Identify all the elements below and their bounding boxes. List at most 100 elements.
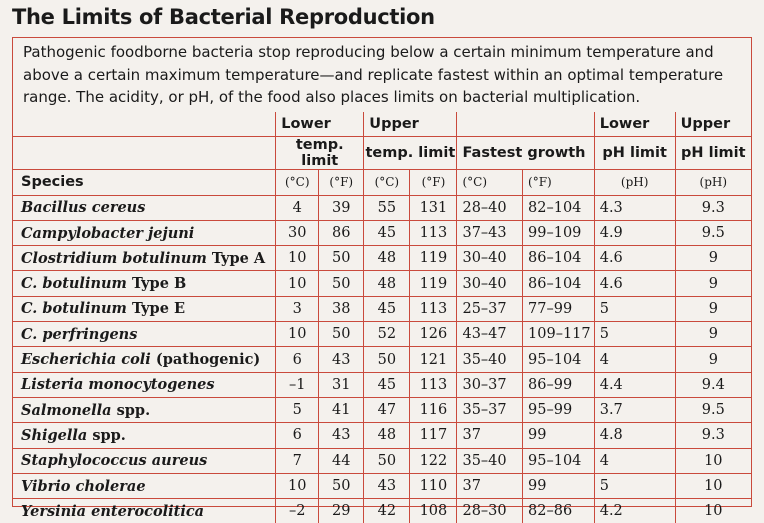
species-name: C. perfringens — [21, 325, 138, 343]
header-blank-2 — [13, 136, 277, 170]
unit-ph-lo: (pH) — [593, 169, 676, 196]
cell-up-c: 48 — [363, 270, 411, 297]
header-fastest-blank — [456, 112, 595, 137]
species-cell: Staphylococcus aureus — [13, 447, 277, 474]
cell-fast-f: 86–104 — [522, 245, 595, 272]
cell-up-f: 117 — [409, 422, 458, 449]
cell-ph-up: 9 — [674, 295, 751, 323]
species-qualifier: Type E — [126, 300, 186, 318]
page-title: The Limits of Bacterial Reproduction — [12, 5, 435, 29]
cell-ph-lo: 5 — [593, 295, 676, 323]
bacteria-table: Lower Upper Lower Upper temp. limit temp… — [13, 112, 751, 523]
cell-fast-c: 35–40 — [456, 447, 524, 474]
species-cell: C. botulinum Type B — [13, 270, 277, 297]
unit-up-f: (°F) — [409, 169, 458, 196]
cell-fast-c: 30–40 — [456, 270, 524, 297]
header-species: Species — [13, 169, 277, 196]
cell-up-c: 48 — [363, 245, 411, 272]
species-qualifier: spp. — [111, 401, 151, 419]
cell-fast-f: 82–86 — [522, 498, 595, 523]
species-name: C. botulinum — [21, 300, 127, 318]
cell-fast-f: 99 — [522, 422, 595, 449]
species-cell: Yersinia enterocolitica — [13, 498, 277, 523]
cell-ph-lo: 4.8 — [593, 422, 676, 449]
species-name: Salmonella — [21, 401, 112, 419]
cell-up-f: 119 — [409, 270, 458, 297]
cell-ph-up: 9 — [674, 321, 751, 348]
cell-up-f: 113 — [409, 295, 458, 323]
cell-lo-f: 31 — [318, 371, 365, 398]
cell-up-c: 42 — [363, 498, 411, 523]
cell-fast-f: 82–104 — [522, 194, 595, 221]
table-row: Vibrio cholerae 10 50 43 110 37 99 5 10 — [13, 472, 751, 500]
table-row: Salmonella spp. 5 41 47 116 35–37 95–99 3.7 9.5 — [13, 396, 751, 424]
cell-ph-up: 10 — [674, 472, 751, 500]
cell-lo-f: 39 — [318, 194, 365, 221]
cell-up-f: 119 — [409, 245, 458, 272]
cell-fast-f: 77–99 — [522, 295, 595, 323]
cell-fast-c: 28–30 — [456, 498, 524, 523]
header-upper-temp-2: temp. limit — [363, 136, 458, 170]
cell-fast-f: 95–104 — [522, 447, 595, 474]
cell-up-c: 50 — [363, 447, 411, 474]
header-lower-ph-2: pH limit — [593, 136, 676, 170]
species-name: Listeria monocytogenes — [21, 376, 215, 394]
header-upper-temp-1: Upper — [363, 112, 458, 137]
cell-ph-lo: 4 — [593, 346, 676, 373]
species-name: Escherichia coli — [21, 351, 151, 369]
cell-fast-f: 86–104 — [522, 270, 595, 297]
species-cell: C. perfringens — [13, 321, 277, 348]
species-name: C. botulinum — [21, 275, 127, 293]
species-name: Staphylococcus aureus — [21, 452, 208, 470]
cell-ph-up: 9.4 — [674, 371, 751, 398]
cell-up-c: 50 — [363, 346, 411, 373]
unit-lo-f: (°F) — [318, 169, 365, 196]
cell-fast-c: 37 — [456, 472, 524, 500]
species-cell: Salmonella spp. — [13, 396, 277, 424]
species-cell: Shigella spp. — [13, 422, 277, 449]
cell-fast-c: 28–40 — [456, 194, 524, 221]
species-name: Yersinia enterocolitica — [21, 502, 205, 520]
intro-paragraph: Pathogenic foodborne bacteria stop repro… — [23, 43, 724, 106]
cell-up-f: 121 — [409, 346, 458, 373]
cell-fast-c: 30–37 — [456, 371, 524, 398]
cell-fast-f: 99 — [522, 472, 595, 500]
cell-lo-c: 7 — [275, 447, 320, 474]
cell-lo-c: –2 — [275, 498, 320, 523]
table-row: Bacillus cereus 4 39 55 131 28–40 82–104 4.3 9.3 — [13, 194, 751, 221]
table-row: Shigella spp. 6 43 48 117 37 99 4.8 9.3 — [13, 422, 751, 449]
unit-up-c: (°C) — [363, 169, 411, 196]
unit-lo-c: (°C) — [275, 169, 320, 196]
cell-fast-c: 30–40 — [456, 245, 524, 272]
species-cell: Campylobacter jejuni — [13, 219, 277, 247]
cell-ph-lo: 4.4 — [593, 371, 676, 398]
cell-ph-lo: 4.6 — [593, 270, 676, 297]
species-qualifier: (pathogenic) — [150, 351, 261, 369]
cell-fast-f: 109–117 — [522, 321, 595, 348]
header-lower-temp-1: Lower — [275, 112, 365, 137]
cell-lo-f: 43 — [318, 346, 365, 373]
cell-lo-c: 30 — [275, 219, 320, 247]
species-name: Vibrio cholerae — [21, 477, 146, 495]
cell-lo-c: –1 — [275, 371, 320, 398]
cell-up-c: 45 — [363, 219, 411, 247]
cell-fast-c: 37 — [456, 422, 524, 449]
species-name: Campylobacter jejuni — [21, 224, 195, 242]
cell-up-c: 55 — [363, 194, 411, 221]
cell-fast-f: 95–99 — [522, 396, 595, 424]
cell-lo-f: 38 — [318, 295, 365, 323]
cell-up-c: 43 — [363, 472, 411, 500]
species-qualifier: spp. — [87, 426, 126, 444]
species-cell: Escherichia coli (pathogenic) — [13, 346, 277, 373]
cell-ph-up: 9.5 — [674, 396, 751, 424]
cell-lo-f: 50 — [318, 270, 365, 297]
header-upper-ph-2: pH limit — [674, 136, 751, 170]
cell-lo-c: 5 — [275, 396, 320, 424]
cell-ph-up: 10 — [674, 498, 751, 523]
cell-fast-f: 99–109 — [522, 219, 595, 247]
cell-lo-c: 10 — [275, 270, 320, 297]
species-cell: Vibrio cholerae — [13, 472, 277, 500]
cell-ph-up: 9 — [674, 270, 751, 297]
species-qualifier: Type B — [126, 275, 187, 293]
species-cell: C. botulinum Type E — [13, 295, 277, 323]
